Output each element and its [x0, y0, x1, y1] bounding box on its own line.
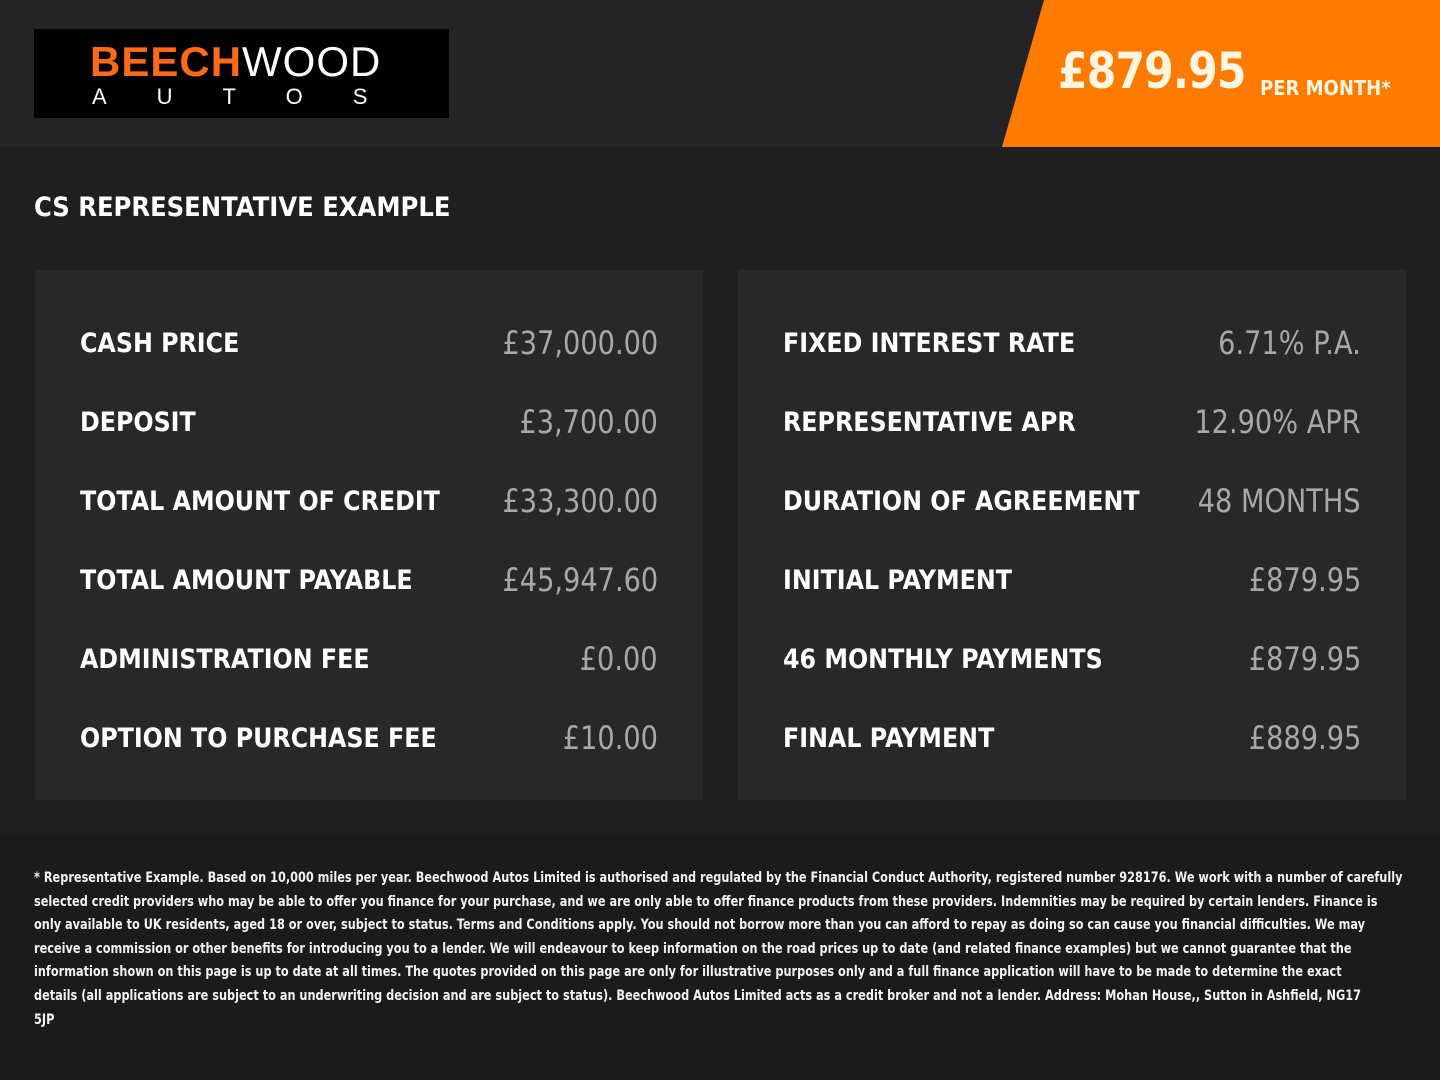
disclaimer-line: only available to UK residents, aged 18 … — [34, 917, 1366, 934]
disclaimer-line: * Representative Example. Based on 10,00… — [34, 870, 1403, 886]
finance-value: £889.95 — [1248, 719, 1361, 757]
finance-value: £0.00 — [580, 640, 658, 678]
finance-label: REPRESENTATIVE APR — [783, 407, 1076, 438]
logo-word-wood: WOOD — [242, 38, 382, 85]
monthly-price: £879.95 — [1058, 42, 1246, 100]
finance-label: CASH PRICE — [80, 328, 240, 359]
finance-row: REPRESENTATIVE APR 12.90% APR — [783, 403, 1361, 447]
finance-label: TOTAL AMOUNT OF CREDIT — [80, 486, 440, 517]
disclaimer-line: 5JP — [34, 1011, 55, 1028]
finance-row: TOTAL AMOUNT OF CREDIT £33,300.00 — [80, 482, 658, 526]
finance-row: INITIAL PAYMENT £879.95 — [783, 561, 1361, 605]
finance-row: 46 MONTHLY PAYMENTS £879.95 — [783, 640, 1361, 684]
beechwood-autos-logo[interactable]: BEECHWOOD AUTOS — [34, 29, 449, 118]
finance-value: £37,000.00 — [502, 324, 658, 362]
finance-value: £879.95 — [1248, 561, 1361, 599]
finance-panel-left: CASH PRICE £37,000.00 DEPOSIT £3,700.00 TOTA… — [35, 270, 703, 800]
logo-subtitle: AUTOS — [92, 84, 418, 109]
finance-row: DEPOSIT £3,700.00 — [80, 403, 658, 447]
disclaimer-line: receive a commission or other benefits f… — [34, 940, 1352, 957]
finance-row: FIXED INTEREST RATE 6.71% P.A. — [783, 324, 1361, 368]
finance-label: FINAL PAYMENT — [783, 723, 995, 754]
disclaimer-text: * Representative Example. Based on 10,00… — [34, 867, 1440, 1032]
finance-row: DURATION OF AGREEMENT 48 MONTHS — [783, 482, 1361, 526]
finance-value: £33,300.00 — [502, 482, 658, 520]
per-month-label: PER MONTH* — [1260, 76, 1391, 100]
disclaimer-footer: * Representative Example. Based on 10,00… — [0, 833, 1440, 1080]
finance-label: 46 MONTHLY PAYMENTS — [783, 644, 1103, 675]
header: BEECHWOOD AUTOS £879.95 PER MONTH* — [0, 0, 1440, 147]
logo-word-beech: BEECH — [90, 38, 243, 85]
finance-panel-right: FIXED INTEREST RATE 6.71% P.A. REPRESENTAT… — [738, 270, 1406, 800]
finance-value: £3,700.00 — [519, 403, 658, 441]
finance-label: INITIAL PAYMENT — [783, 565, 1012, 596]
finance-value: £10.00 — [562, 719, 658, 757]
finance-label: FIXED INTEREST RATE — [783, 328, 1076, 359]
finance-value: 48 MONTHS — [1198, 482, 1361, 520]
finance-label: TOTAL AMOUNT PAYABLE — [80, 565, 413, 596]
finance-label: DEPOSIT — [80, 407, 196, 438]
finance-row: TOTAL AMOUNT PAYABLE £45,947.60 — [80, 561, 658, 605]
finance-row: ADMINISTRATION FEE £0.00 — [80, 640, 658, 684]
disclaimer-line: details (all applications are subject to… — [34, 987, 1361, 1004]
finance-value: £45,947.60 — [502, 561, 658, 599]
finance-label: DURATION OF AGREEMENT — [783, 486, 1140, 517]
finance-row: FINAL PAYMENT £889.95 — [783, 719, 1361, 763]
section-title: CS REPRESENTATIVE EXAMPLE — [34, 192, 451, 223]
disclaimer-line: selected credit providers who may be abl… — [34, 893, 1378, 910]
finance-value: 12.90% APR — [1194, 403, 1361, 441]
finance-label: ADMINISTRATION FEE — [80, 644, 370, 675]
finance-row: CASH PRICE £37,000.00 — [80, 324, 658, 368]
finance-value: 6.71% P.A. — [1218, 324, 1361, 362]
monthly-price-banner: £879.95 PER MONTH* — [1002, 0, 1440, 147]
finance-row: OPTION TO PURCHASE FEE £10.00 — [80, 719, 658, 763]
finance-label: OPTION TO PURCHASE FEE — [80, 723, 437, 754]
disclaimer-line: information shown on this page is up to … — [34, 964, 1342, 981]
finance-value: £879.95 — [1248, 640, 1361, 678]
